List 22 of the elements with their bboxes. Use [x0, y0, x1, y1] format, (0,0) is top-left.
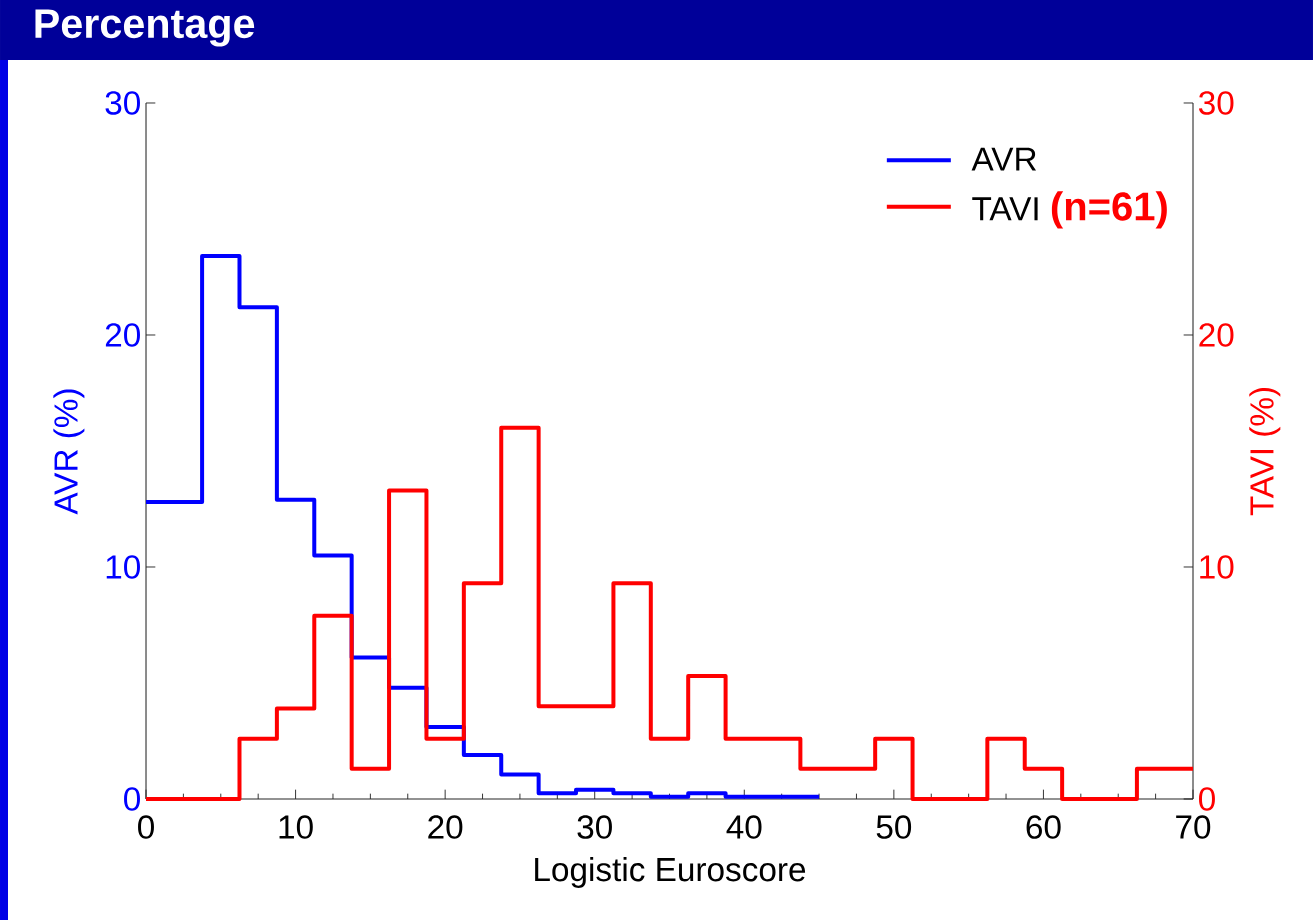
- chart-title: Percentage: [35, 9, 255, 47]
- x-tick-label: 10: [279, 815, 313, 839]
- x-tick-label: 70: [1176, 815, 1211, 839]
- x-tick-label: 40: [726, 815, 762, 839]
- y2-tick-label: 0: [1199, 787, 1215, 811]
- legend-label: AVR: [971, 147, 1037, 171]
- x-tick-label: 20: [428, 815, 463, 839]
- y2-tick-label: 20: [1199, 323, 1234, 347]
- x-tick-label: 50: [876, 815, 912, 839]
- annotation: (n=61): [1051, 191, 1167, 229]
- y2-tick-label: 30: [1198, 91, 1234, 115]
- x-axis-title: Logistic Euroscore: [535, 856, 806, 888]
- y-tick-label: 10: [106, 555, 140, 579]
- y-tick-label: 20: [105, 323, 140, 347]
- x-tick-label: 30: [577, 815, 612, 839]
- y2-axis-title: TAVI (%): [1249, 387, 1281, 516]
- legend-label: TAVI: [972, 197, 1038, 221]
- y-tick-label: 30: [105, 91, 140, 115]
- x-tick-label: 60: [1026, 815, 1061, 839]
- y-tick-label: 0: [124, 787, 140, 811]
- y2-tick-label: 10: [1200, 555, 1234, 579]
- y-axis-title: AVR (%): [53, 389, 85, 515]
